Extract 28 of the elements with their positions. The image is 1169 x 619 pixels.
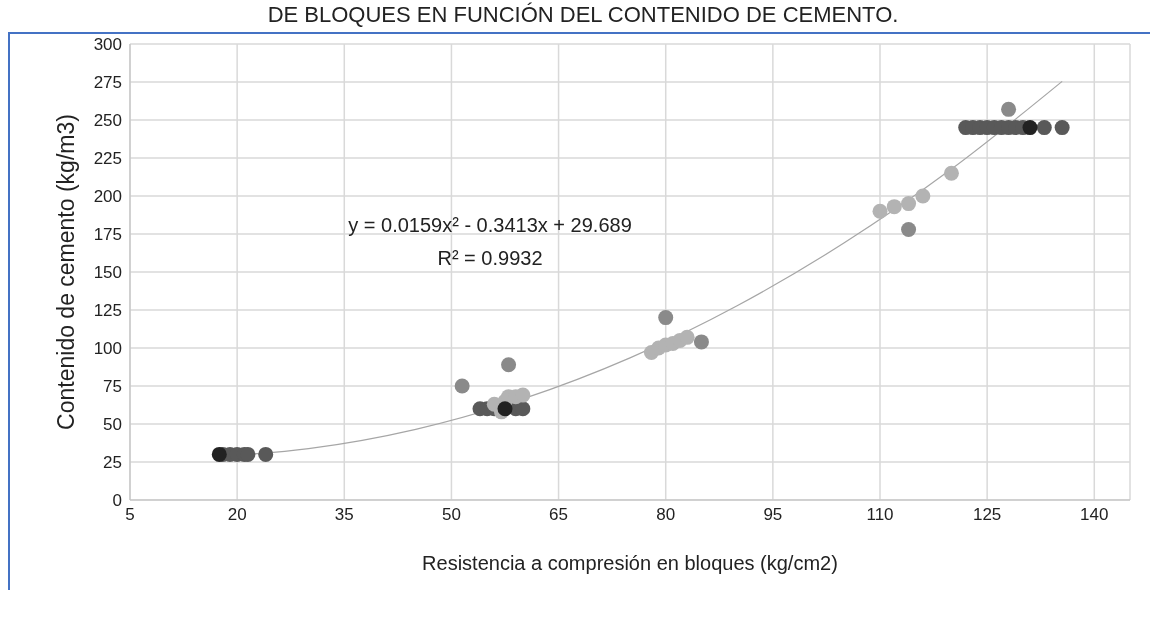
x-tick-label: 65 <box>549 505 569 525</box>
x-tick-label: 20 <box>227 505 247 525</box>
y-tick-label: 225 <box>93 149 122 169</box>
x-tick-label: 80 <box>656 505 676 525</box>
y-tick-label: 300 <box>93 35 122 55</box>
y-tick-label: 150 <box>93 263 122 283</box>
y-tick-label: 200 <box>93 187 122 207</box>
y-axis-title: Contenido de cemento (kg/m3) <box>53 114 80 430</box>
x-tick-label: 5 <box>125 505 135 525</box>
y-tick-label: 50 <box>103 415 122 435</box>
annotation: R² = 0.9932 <box>436 247 544 270</box>
x-tick-label: 140 <box>1080 505 1109 525</box>
y-tick-label: 75 <box>103 377 122 397</box>
annotation: y = 0.0159x² - 0.3413x + 29.689 <box>347 214 633 237</box>
y-tick-label: 175 <box>93 225 122 245</box>
x-tick-label: 50 <box>441 505 461 525</box>
y-tick-label: 250 <box>93 111 122 131</box>
y-tick-label: 125 <box>93 301 122 321</box>
x-tick-label: 110 <box>866 505 894 525</box>
x-tick-label: 95 <box>763 505 783 525</box>
chart-title: DE BLOQUES EN FUNCIÓN DEL CONTENIDO DE CEMENTO. <box>266 2 900 28</box>
x-tick-label: 35 <box>334 505 354 525</box>
y-tick-label: 25 <box>103 453 122 473</box>
x-tick-label: 125 <box>972 505 1002 525</box>
x-axis-title: Resistencia a compresión en bloques (kg/cm2) <box>422 552 838 575</box>
y-tick-label: 275 <box>93 73 122 93</box>
y-tick-label: 100 <box>93 339 122 359</box>
y-tick-label: 0 <box>112 491 122 511</box>
